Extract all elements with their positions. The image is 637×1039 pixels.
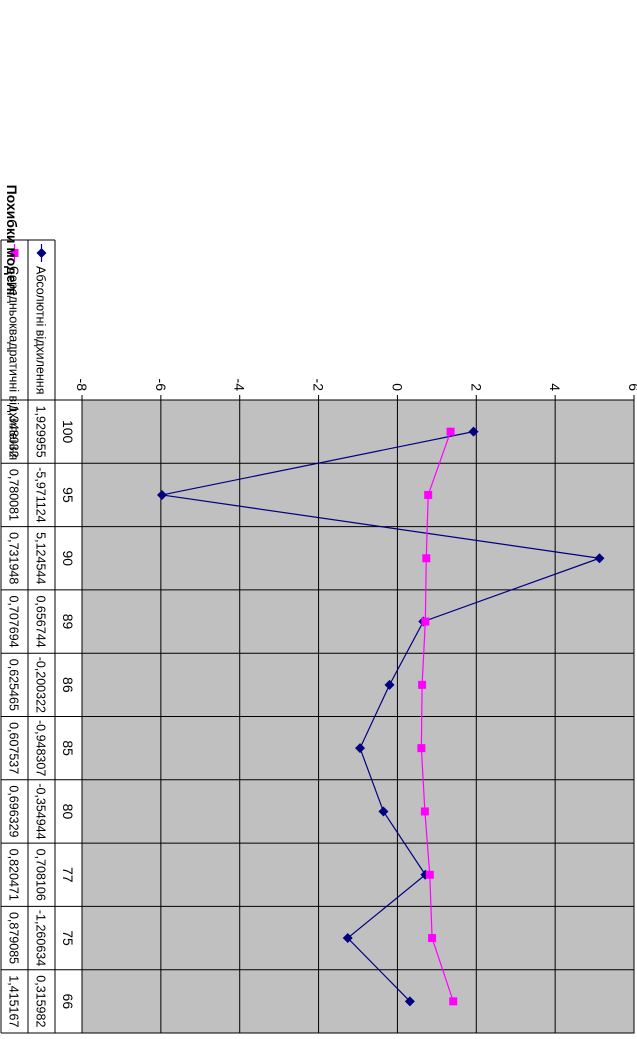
table-value-cell: 1,415167 [7,975,21,1027]
x-category-label: 89 [60,614,76,630]
x-category-label: 80 [60,804,76,820]
x-category-label: 75 [60,930,76,946]
legend-series-name: Абсолютні відхилення [34,266,48,394]
data-point-square [428,934,437,943]
x-category-label: 86 [60,677,76,693]
data-point-square [446,427,455,436]
y-tick-label: 6 [626,383,637,391]
table-value-cell: 0,879085 [7,912,21,964]
y-tick-label: -4 [232,379,248,392]
x-category-label: 66 [60,994,76,1010]
series-line [420,431,454,1002]
data-point-diamond [156,489,167,500]
table-value-cell: 0,707694 [7,595,21,647]
series-line [161,431,600,1002]
table-value-cell: -0,948307 [34,720,48,776]
y-tick-label: -2 [311,379,327,392]
data-point-diamond [342,933,353,944]
table-value-cell: 0,731948 [7,532,21,584]
data-point-diamond [355,743,366,754]
x-category-label: 77 [60,867,76,883]
table-value-cell: 0,820471 [7,849,21,901]
y-tick-label: 0 [389,383,405,391]
table-value-cell: -1,260634 [34,910,48,966]
data-point-square [449,997,458,1006]
data-point-square [420,807,429,816]
table-value-cell: 0,625465 [7,659,21,711]
table-value-cell: 0,607537 [7,722,21,774]
table-value-cell: 0,708106 [34,849,48,901]
x-category-label: 100 [60,420,76,444]
table-value-cell: 1,348032 [7,406,21,458]
table-value-cell: 0,656744 [34,595,48,647]
data-point-square [417,744,426,753]
table-value-cell: 0,315982 [34,975,48,1027]
data-point-square [425,870,434,879]
data-table: 100 95 90 89 86 85 80 77 75 66 Абсолютні відхиленн… [0,239,83,1034]
table-value-cell: 5,124544 [34,532,48,584]
legend-series-name: Середньоквадратичні відхилення [7,266,21,460]
data-point-square [418,680,427,689]
data-point-square [421,617,430,626]
y-tick-label: 4 [547,383,563,391]
data-point-square [422,554,431,563]
legend-square-marker [10,249,19,257]
series-layer [156,426,605,1007]
y-axis: 6 4 2 0 -2 -4 -6 -8 [74,379,637,401]
rotated-chart: 6 4 2 0 -2 -4 -6 -8 100 95 90 89 86 85 80 77 75 66 Абсолю… [0,185,637,1034]
table-value-cell: -0,200322 [34,657,48,713]
x-category-label: 85 [60,740,76,756]
table-value-cell: -0,354944 [34,783,48,839]
table-value-cell: 1,929955 [34,406,48,458]
table-value-cell: 0,696329 [7,785,21,837]
x-category-label: 95 [60,487,76,503]
legend-diamond-marker [36,248,47,258]
chart-title: Похибки моделі [4,185,20,296]
data-point-diamond [378,806,389,817]
y-tick-label: -8 [74,379,90,392]
gridlines [81,400,635,1033]
table-value-cell: -5,971124 [34,467,48,522]
y-tick-label: 2 [468,383,484,391]
x-category-label: 90 [60,550,76,566]
y-tick-label: -6 [153,379,169,392]
table-value-cell: 0,780081 [7,469,21,521]
data-point-square [424,490,433,499]
